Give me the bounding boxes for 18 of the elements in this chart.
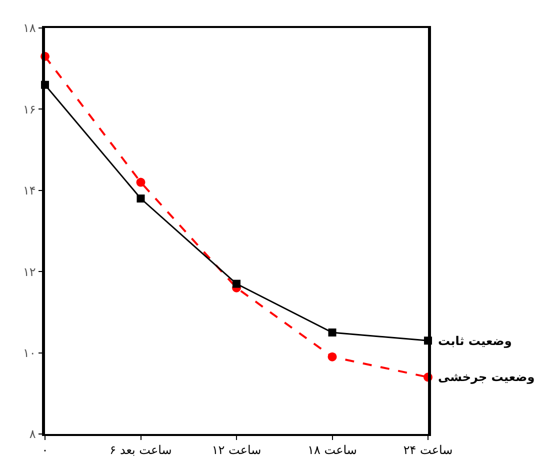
y-tick-label: ۸ — [29, 427, 36, 442]
x-tick-label: ۶ ساعت بعد — [110, 443, 172, 458]
series-label: وضعیت ثابت — [438, 334, 512, 348]
y-tick-label: ۱۸ — [22, 21, 36, 36]
y-tick-label: ۱۶ — [22, 102, 36, 116]
point — [232, 280, 240, 288]
point — [328, 352, 337, 362]
x-tick-label: ۱۲ ساعت — [212, 443, 262, 458]
y-tick-label: ۱۰ — [22, 346, 36, 360]
point — [136, 178, 146, 187]
series-label: وضعیت جرخشی — [438, 370, 535, 384]
x-tick-label: ۲۴ ساعت — [403, 443, 453, 458]
y-tick-label: ۱۲ — [22, 264, 36, 279]
x-tick-label: ۰ — [42, 443, 48, 458]
x-tick-label: ۱۸ ساعت — [308, 443, 357, 458]
point — [136, 194, 145, 203]
point — [328, 328, 336, 336]
y-tick-label: ۱۴ — [22, 184, 36, 198]
